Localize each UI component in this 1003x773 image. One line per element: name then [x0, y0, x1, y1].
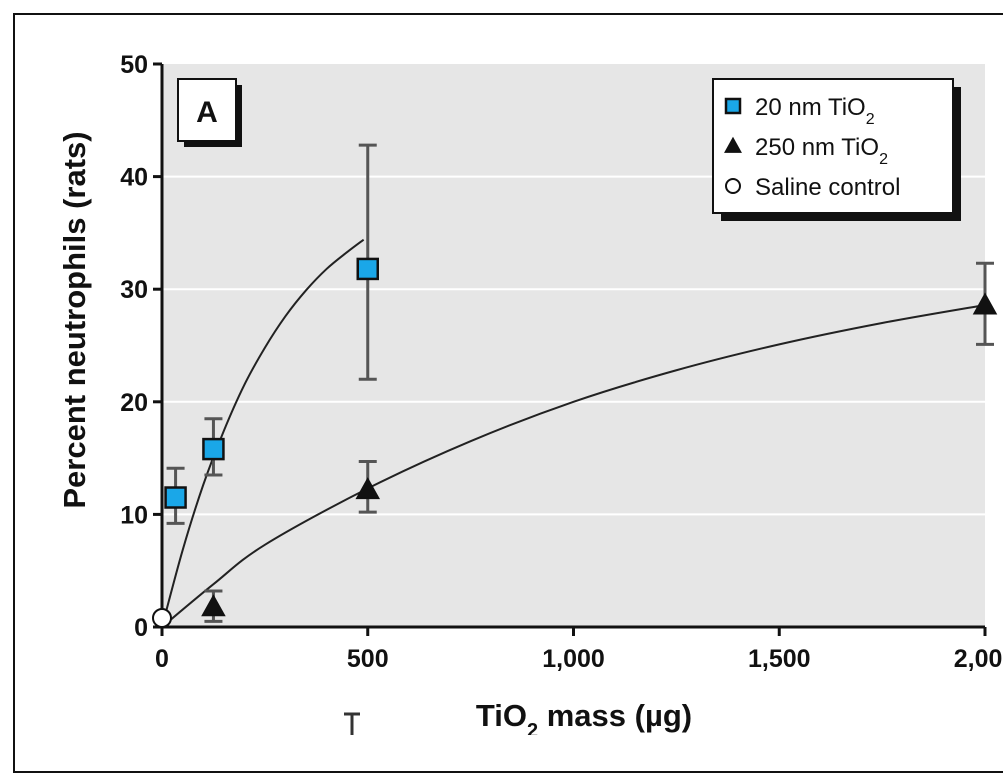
legend-label: 250 nm TiO2 [755, 134, 888, 168]
legend-marker-circle [725, 178, 741, 194]
marker-triangle [355, 477, 381, 500]
partial-error-bar-below [344, 712, 360, 735]
marker-square [202, 437, 225, 461]
legend-marker-square [724, 97, 742, 115]
marker-triangle [972, 292, 998, 315]
fit-curves [161, 238, 986, 628]
x-tick-label: 1,000 [542, 645, 605, 673]
panel-label: A [196, 96, 218, 129]
x-tick-label: 1,500 [748, 645, 811, 673]
legend: 20 nm TiO2 250 nm TiO2 Saline control [712, 78, 961, 221]
legend-label: 20 nm TiO2 [755, 94, 875, 128]
marker-square [356, 257, 379, 281]
y-tick-label: 20 [120, 389, 148, 417]
y-tick-label: 0 [134, 614, 148, 642]
y-axis-title: Percent neutrophils (rats) [57, 131, 92, 508]
y-tick-label: 30 [120, 276, 148, 304]
legend-marker-triangle [724, 136, 742, 153]
marker-circle [152, 607, 172, 628]
fit-curve [161, 238, 365, 628]
y-tick-label: 10 [120, 501, 148, 529]
legend-label: Saline control [755, 174, 900, 201]
legend-box [712, 78, 954, 214]
marker-square [164, 486, 187, 509]
x-axis-title: TiO2 mass (µg) [476, 698, 692, 735]
marker-triangle [201, 594, 226, 617]
panel-label-box: A [177, 78, 242, 147]
data-markers [152, 257, 998, 628]
x-tick-label: 0 [155, 645, 169, 673]
fit-curve [161, 303, 986, 628]
x-tick-label: 2,000 [954, 645, 1003, 673]
y-tick-label: 50 [120, 51, 148, 79]
x-tick-label: 500 [347, 645, 389, 673]
y-tick-label: 40 [120, 164, 148, 192]
